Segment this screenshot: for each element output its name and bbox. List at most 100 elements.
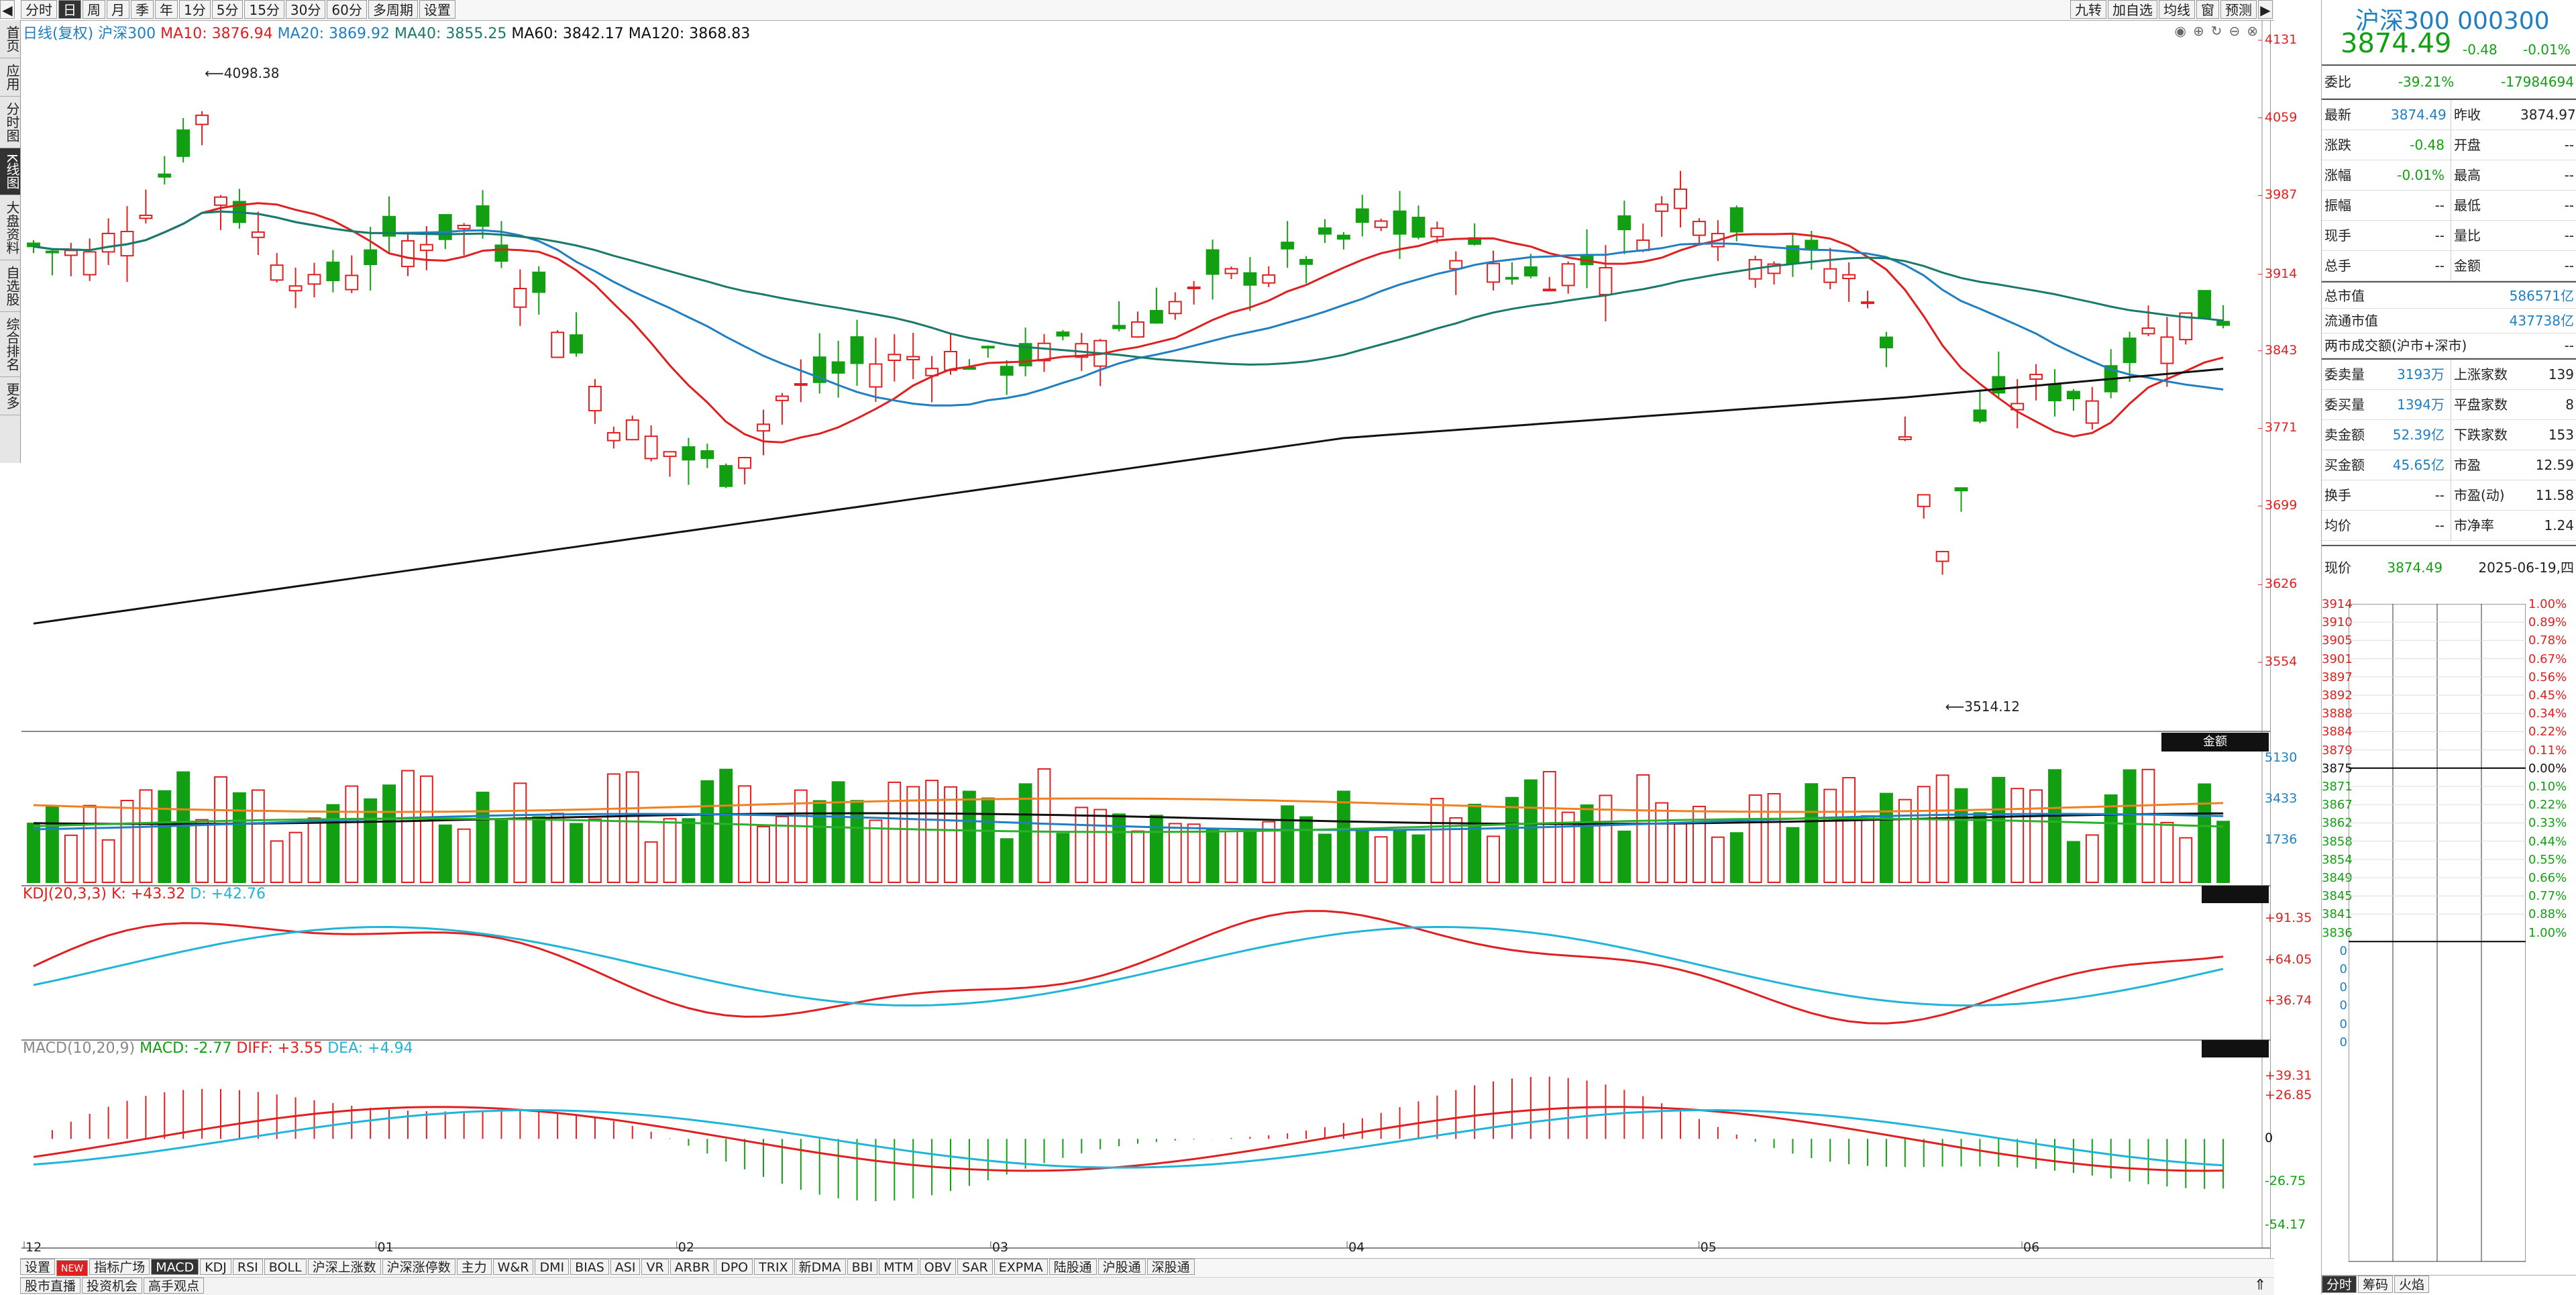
toolbar-right-item-1[interactable]: 加自选 [2108, 0, 2157, 19]
right-bottom-tab-0[interactable]: 分时 [2322, 1276, 2357, 1293]
candle-body [1299, 258, 1313, 265]
candle-body [2141, 327, 2155, 335]
right-bottom-tab-2[interactable]: 火焰 [2394, 1276, 2430, 1293]
indicator-tab-18[interactable]: 新DMA [794, 1259, 846, 1275]
indicator-tab-20[interactable]: MTM [879, 1259, 918, 1275]
indicator-tab-16[interactable]: DPO [716, 1259, 753, 1275]
volume-ma-line-1 [33, 797, 2224, 813]
indicator-tab-4[interactable]: KDJ [200, 1259, 231, 1275]
refresh-icon[interactable]: ↻ [2210, 23, 2229, 39]
indicator-tab-21[interactable]: OBV [919, 1259, 957, 1275]
close-icon[interactable]: ⊗ [2247, 23, 2265, 39]
toolbar-item-11[interactable]: 多周期 [368, 0, 418, 19]
indicator-tab-22[interactable]: SAR [957, 1259, 993, 1275]
toolbar-item-8[interactable]: 15分 [244, 0, 284, 19]
volume-bar [1523, 779, 1538, 883]
eye-icon[interactable]: ◉ [2174, 23, 2193, 39]
toolbar-item-1[interactable]: 日 [58, 0, 81, 19]
volume-bar [1205, 829, 1220, 883]
sidebar-item-0[interactable]: 首页 [0, 20, 20, 58]
stat-label: 市盈 [2451, 450, 2514, 480]
candle-body [83, 251, 97, 276]
market-val: -- [2564, 338, 2574, 354]
bottom-tab-2[interactable]: 高手观点 [144, 1278, 205, 1294]
indicator-tab-7[interactable]: 沪深上涨数 [307, 1259, 381, 1275]
candle-body [1880, 336, 1893, 349]
volume-bar [1842, 777, 1856, 883]
toolbar-right-item-4[interactable]: 预测 [2220, 0, 2257, 19]
indicator-tab-25[interactable]: 沪股通 [1097, 1259, 1146, 1275]
quote-label: 涨幅 [2324, 167, 2351, 183]
sidebar-item-6[interactable]: 综合排名 [0, 312, 20, 378]
indicator-tab-19[interactable]: BBI [847, 1259, 878, 1275]
indicator-tab-26[interactable]: 深股通 [1146, 1259, 1195, 1275]
indicator-tab-12[interactable]: BIAS [570, 1259, 609, 1275]
toolbar-right-item-0[interactable]: 九转 [2070, 0, 2106, 19]
indicator-tab-2[interactable]: 指标广场 [89, 1259, 150, 1275]
mini-timeshare-chart[interactable]: 3914 3910 3905 3901 3897 3892 3888 3884 3879 3875… [2322, 597, 2576, 1275]
stat-row-4: 换手 -- 市盈(动) 11.58 [2322, 480, 2576, 511]
kline-chart[interactable] [21, 20, 2270, 1258]
now-price: 3874.49 [2387, 560, 2443, 576]
indicator-tab-3[interactable]: MACD [151, 1259, 199, 1275]
mini-axis-left-label: 3849 [2322, 871, 2353, 885]
sidebar-item-7[interactable]: 更多 [0, 377, 20, 416]
indicator-tab-24[interactable]: 陆股通 [1049, 1259, 1097, 1275]
mini-axis-right-label: 0.22% [2528, 798, 2567, 813]
volume-bar [1617, 830, 1631, 884]
toolbar-item-6[interactable]: 1分 [179, 0, 211, 19]
sidebar-item-4[interactable]: 大盘资料 [0, 195, 20, 261]
mini-axis-left-label: 3845 [2322, 889, 2353, 904]
volume-bar [1973, 812, 1987, 884]
indicator-tab-13[interactable]: ASI [610, 1259, 641, 1275]
kdj-axis-label: +91.35 [2265, 911, 2312, 926]
indicator-tab-23[interactable]: EXPMA [994, 1259, 1048, 1275]
toolbar-item-10[interactable]: 60分 [327, 0, 367, 19]
toolbar-item-2[interactable]: 周 [83, 0, 105, 19]
indicator-tab-8[interactable]: 沪深涨停数 [382, 1259, 455, 1275]
indicator-tab-15[interactable]: ARBR [669, 1259, 715, 1275]
toolbar-right-item-2[interactable]: 均线 [2159, 0, 2195, 19]
indicator-tab-9[interactable]: 主力 [456, 1259, 492, 1275]
sidebar-item-1[interactable]: 应用 [0, 58, 20, 97]
volume-bar [1636, 774, 1650, 883]
volume-bar [513, 782, 527, 884]
next-icon[interactable]: ▶ [2258, 0, 2273, 19]
indicator-tab-0[interactable]: 设置 [20, 1259, 56, 1275]
indicator-tab-17[interactable]: TRIX [754, 1259, 793, 1275]
stat-label: 市盈(动) [2451, 480, 2514, 510]
right-bottom-tab-1[interactable]: 筹码 [2358, 1276, 2394, 1293]
toolbar-item-5[interactable]: 年 [155, 0, 178, 19]
zoom-out-icon[interactable]: ⊖ [2229, 23, 2247, 39]
zoom-in-icon[interactable]: ⊕ [2192, 23, 2211, 39]
toolbar-right-item-3[interactable]: 窗 [2196, 0, 2219, 19]
toolbar-item-7[interactable]: 5分 [211, 0, 244, 19]
kdj-param-button[interactable] [2202, 886, 2269, 903]
scroll-up-icon[interactable]: ⇑ [2254, 1277, 2267, 1294]
indicator-tab-10[interactable]: W&R [492, 1259, 534, 1275]
indicator-tab-11[interactable]: DMI [535, 1259, 570, 1275]
toolbar-item-4[interactable]: 季 [131, 0, 154, 19]
volume-panel-label[interactable]: 金额 [2161, 733, 2269, 752]
volume-bar [1168, 823, 1182, 884]
toolbar-item-0[interactable]: 分时 [21, 0, 57, 19]
macd-param-button[interactable] [2202, 1040, 2269, 1057]
indicator-tab-1[interactable]: NEW [56, 1260, 89, 1276]
bottom-tab-1[interactable]: 投资机会 [82, 1278, 143, 1294]
indicator-tab-5[interactable]: RSI [232, 1259, 263, 1275]
sidebar-item-5[interactable]: 自选股 [0, 260, 20, 313]
toolbar-item-9[interactable]: 30分 [285, 0, 326, 19]
indicator-tab-6[interactable]: BOLL [264, 1259, 307, 1275]
toolbar-item-12[interactable]: 设置 [419, 0, 455, 19]
candle-body [326, 261, 340, 282]
current-price: 3874.49 [2341, 28, 2452, 59]
bottom-tab-0[interactable]: 股市直播 [20, 1278, 81, 1294]
quote-row-1: 涨跌 -0.48 开盘 -- [2322, 130, 2576, 160]
candle-body [1842, 274, 1856, 280]
sidebar-item-3[interactable]: K线图 [0, 148, 20, 196]
sidebar-item-2[interactable]: 分时图 [0, 97, 20, 148]
prev-icon[interactable]: ◀ [0, 0, 15, 19]
volume-bar [1131, 830, 1144, 884]
indicator-tab-14[interactable]: VR [641, 1259, 669, 1275]
toolbar-item-3[interactable]: 月 [107, 0, 129, 19]
